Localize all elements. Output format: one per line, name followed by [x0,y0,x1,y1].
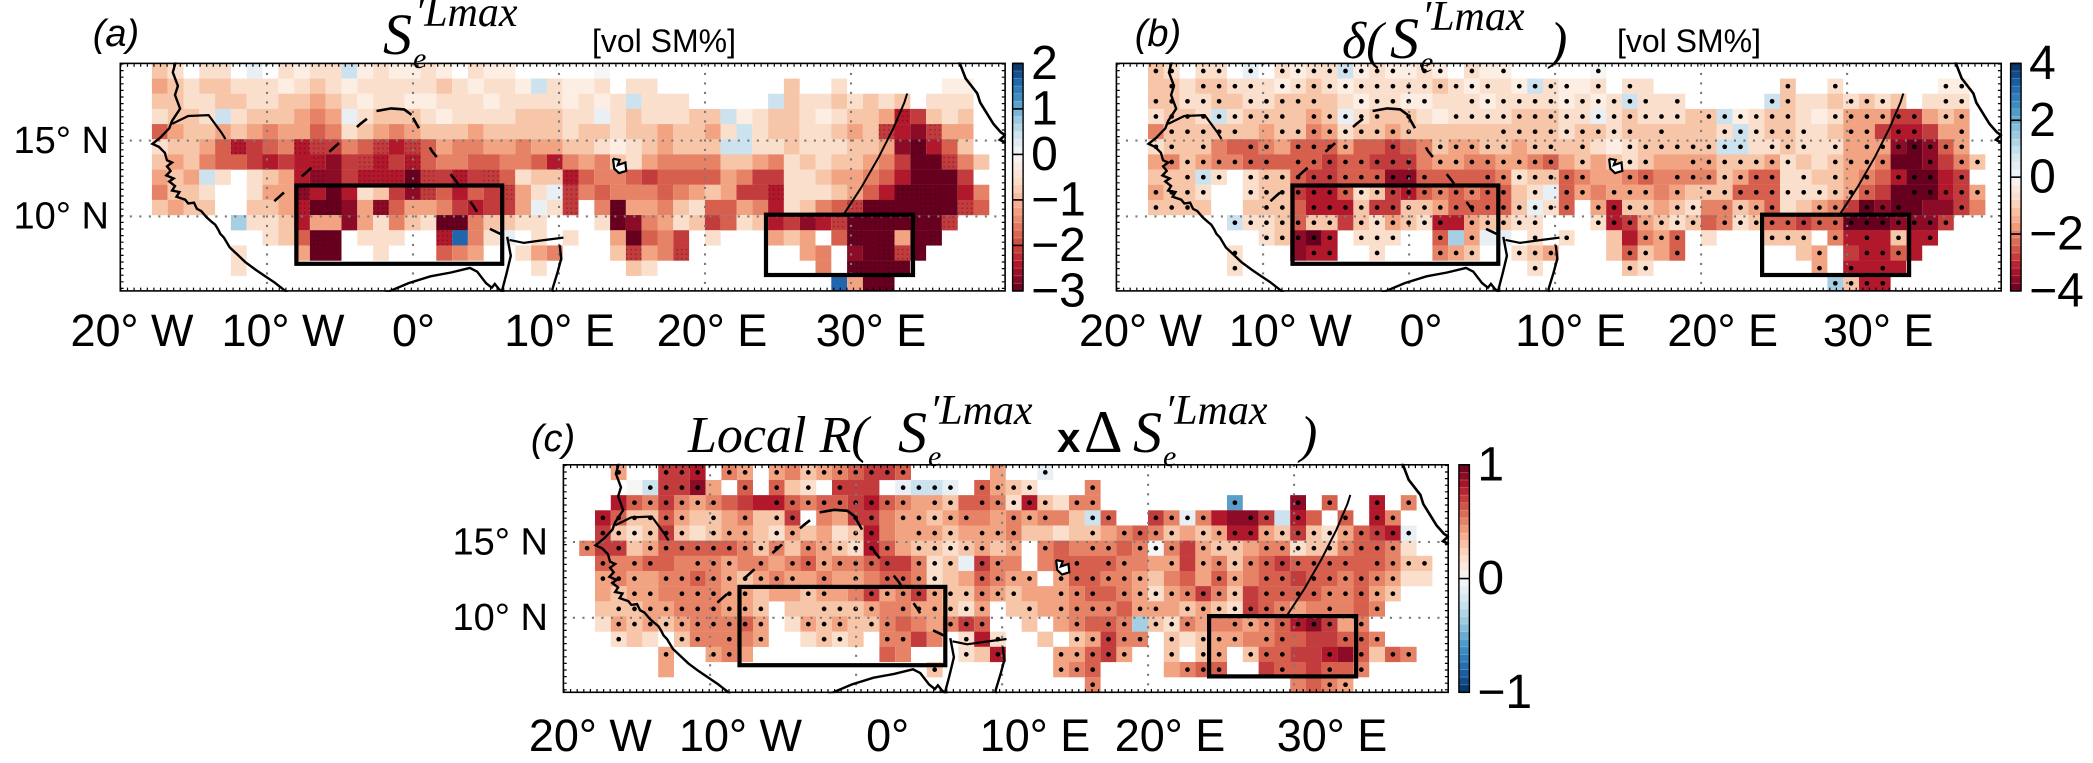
svg-text:2: 2 [1031,37,1058,90]
svg-text:e: e [928,440,941,473]
svg-text:e: e [413,42,426,75]
svg-text:Local R(: Local R( [687,407,871,464]
svg-text:x: x [1057,414,1081,461]
svg-text:0: 0 [1031,128,1058,181]
svg-text:S: S [383,2,412,67]
svg-text:20° E: 20° E [1667,305,1778,356]
svg-text:0°: 0° [1399,305,1442,356]
svg-text:20° W: 20° W [1079,305,1203,356]
svg-text:′Lmax: ′Lmax [1422,0,1525,40]
svg-text:−1: −1 [1031,173,1086,226]
svg-text:20° W: 20° W [70,305,194,356]
svg-text:−2: −2 [2029,208,2084,261]
svg-text:0: 0 [2029,151,2056,204]
svg-text:10° N: 10° N [453,597,548,639]
svg-text:1: 1 [1477,438,1504,491]
svg-text:S: S [1133,400,1162,465]
svg-text:10° E: 10° E [980,710,1091,758]
svg-text:10° N: 10° N [14,196,109,238]
svg-text:30° E: 30° E [1277,710,1388,758]
svg-text:−4: −4 [2029,264,2084,317]
svg-text:): ) [1297,407,1317,464]
svg-text:′Lmax: ′Lmax [415,0,518,36]
svg-text:20° E: 20° E [1115,710,1226,758]
svg-text:e: e [1420,46,1433,79]
svg-text:10° W: 10° W [679,710,803,758]
svg-text:e: e [1163,440,1176,473]
svg-text:20° E: 20° E [657,305,768,356]
svg-text:[vol SM%]: [vol SM%] [1617,23,1761,59]
svg-text:10° W: 10° W [221,305,345,356]
svg-text:): ) [1547,13,1567,70]
svg-text:−1: −1 [1477,666,1532,719]
svg-text:15° N: 15° N [453,522,548,564]
svg-text:0°: 0° [392,305,435,356]
svg-text:S: S [1390,6,1419,71]
svg-text:−3: −3 [1031,264,1086,317]
svg-text:δ(: δ( [1342,13,1386,70]
svg-text:1: 1 [1031,82,1058,135]
svg-text:30° E: 30° E [1823,305,1934,356]
svg-text:10° E: 10° E [504,305,615,356]
svg-text:′Lmax: ′Lmax [930,388,1033,434]
svg-text:0: 0 [1477,552,1504,605]
svg-text:10° W: 10° W [1229,305,1353,356]
svg-text:0°: 0° [866,710,909,758]
svg-text:′Lmax: ′Lmax [1165,388,1268,434]
svg-text:10° E: 10° E [1515,305,1626,356]
svg-text:15° N: 15° N [14,120,109,162]
svg-text:2: 2 [2029,94,2056,147]
svg-text:−2: −2 [1031,219,1086,272]
svg-text:[vol SM%]: [vol SM%] [592,23,736,59]
svg-text:20° W: 20° W [529,710,653,758]
svg-text:S: S [898,400,927,465]
svg-text:(c): (c) [531,418,575,460]
svg-text:4: 4 [2029,37,2056,90]
svg-text:(b): (b) [1135,13,1181,55]
svg-text:30° E: 30° E [816,305,927,356]
svg-text:Δ: Δ [1084,399,1123,465]
svg-text:(a): (a) [93,13,139,55]
